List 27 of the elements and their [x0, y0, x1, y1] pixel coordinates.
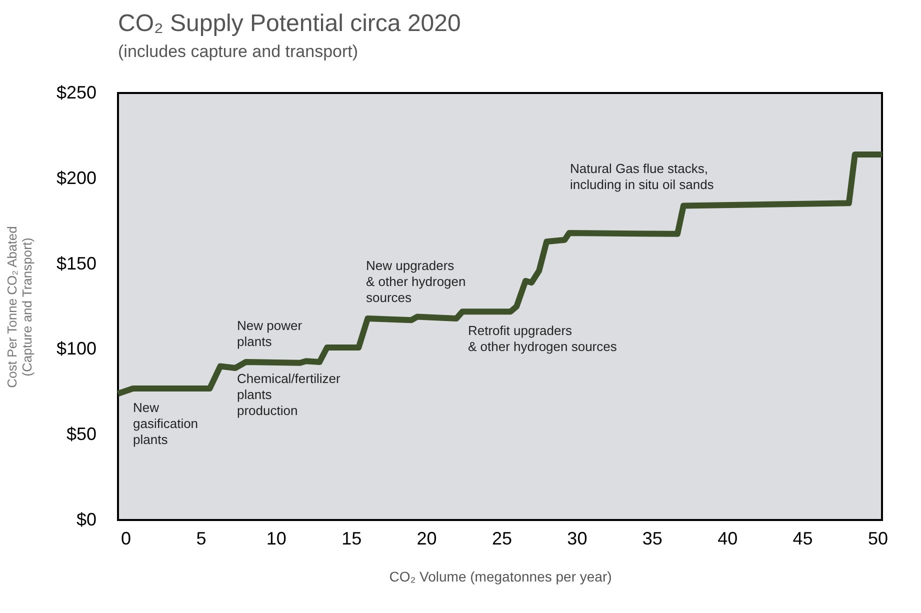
x-tick-label: 25 [492, 528, 512, 548]
x-tick-label: 0 [121, 528, 132, 548]
x-tick-label: 10 [266, 528, 286, 548]
x-tick-label: 40 [718, 528, 738, 548]
y-tick-label: $100 [56, 338, 96, 359]
chart-subtitle: (includes capture and transport) [118, 42, 358, 61]
x-tick-label: 45 [792, 528, 813, 548]
y-tick-label: $150 [56, 253, 96, 274]
annotation: New power plants [237, 318, 303, 349]
y-tick-label: $250 [56, 82, 96, 102]
y-tick-label: $50 [66, 424, 96, 444]
y-tick-label: $0 [76, 510, 96, 530]
y-axis-title: Cost Per Tonne CO₂ Abated (Capture and Transport) [4, 226, 34, 388]
annotation: Natural Gas flue stacks, including in situ oil sands [570, 161, 714, 192]
x-tick-label: 30 [567, 528, 588, 548]
annotation: Retrofit upgraders & other hydrogen sources [468, 323, 618, 354]
annotation: New gasification plants [133, 400, 198, 447]
y-tick-label: $200 [56, 168, 96, 188]
annotation: New upgraders & other hydrogen sources [366, 258, 466, 305]
x-axis-title: CO₂ Volume (megatonnes per year) [389, 568, 612, 584]
x-tick-label: 15 [342, 528, 362, 548]
annotation: Chemical/fertilizer plants production [237, 371, 341, 418]
x-tick-label: 5 [196, 528, 206, 548]
chart-title: CO₂ Supply Potential circa 2020 [118, 10, 461, 37]
x-tick-label: 35 [642, 528, 662, 548]
x-tick-label: 20 [416, 528, 437, 548]
x-tick-label: 50 [868, 528, 888, 548]
